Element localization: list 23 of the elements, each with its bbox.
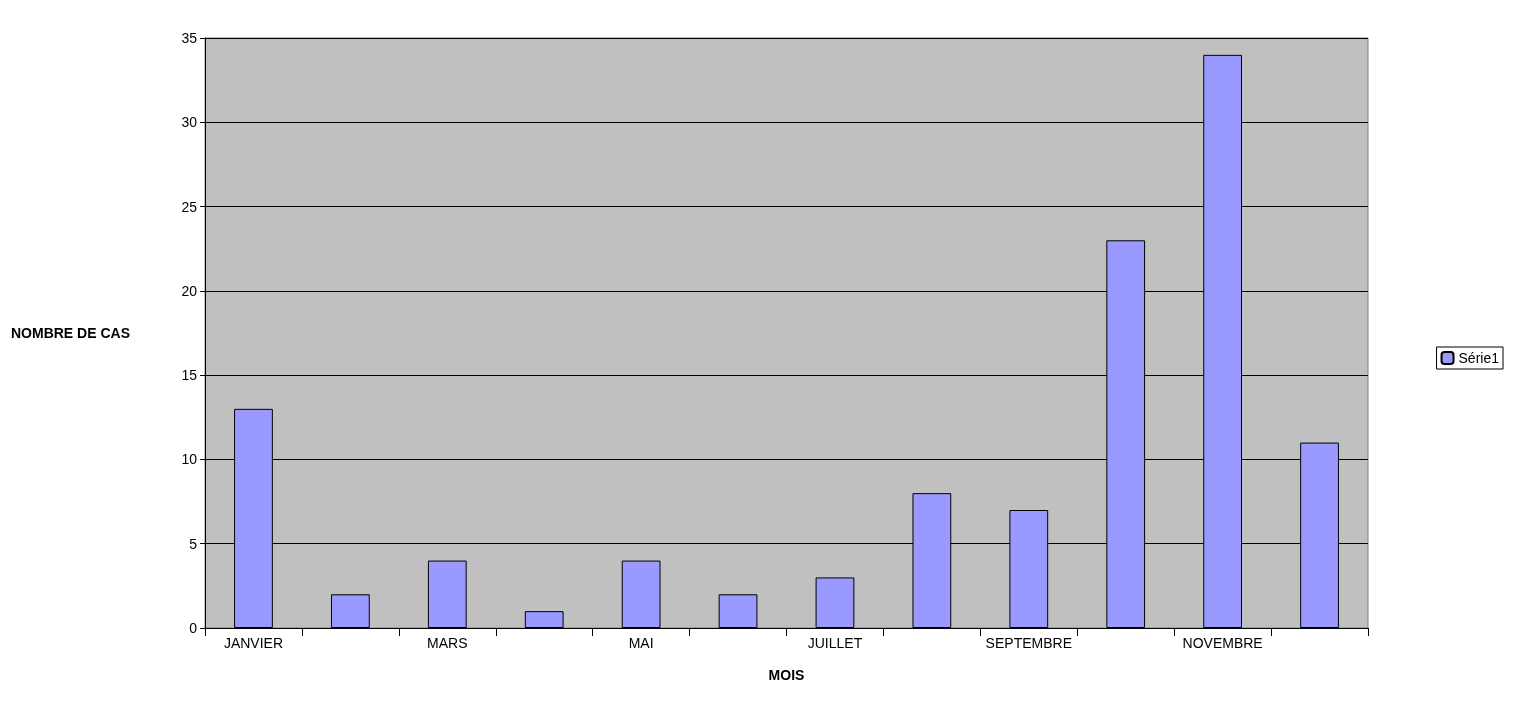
x-tick-label: MAI: [628, 635, 654, 651]
x-tick-label: JUILLET: [807, 635, 863, 651]
y-tick-label: 15: [181, 367, 198, 384]
x-tick-label: NOVEMBRE: [1182, 635, 1263, 651]
x-axis-title: MOIS: [768, 667, 805, 683]
x-tick-label: JANVIER: [223, 635, 284, 651]
bar: [815, 577, 855, 628]
legend-label: Série1: [1458, 350, 1500, 366]
y-tick-label: 0: [189, 620, 198, 636]
y-tick-label: 20: [181, 282, 198, 299]
y-axis-title: NOMBRE DE CAS: [10, 325, 131, 341]
y-tick-label: 25: [181, 198, 198, 215]
x-tick-label: MARS: [427, 635, 468, 651]
y-tick-label: 35: [181, 30, 198, 46]
y-tick-label: 10: [181, 451, 198, 468]
bar: [524, 611, 564, 628]
y-tick-label: 30: [181, 114, 198, 131]
y-tick-label: 5: [189, 535, 198, 552]
bar: [331, 594, 370, 628]
bar: [621, 560, 661, 628]
bar: [427, 560, 467, 628]
bar: [718, 594, 758, 628]
x-tick-label: SEPTEMBRE: [985, 635, 1072, 651]
